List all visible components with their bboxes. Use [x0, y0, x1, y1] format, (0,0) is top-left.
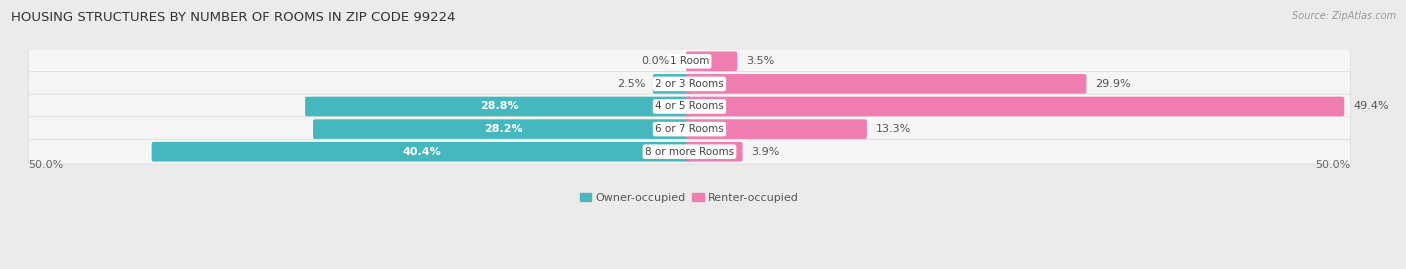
Text: 13.3%: 13.3%: [876, 124, 911, 134]
Text: 28.8%: 28.8%: [479, 101, 519, 111]
FancyBboxPatch shape: [28, 72, 1351, 96]
Text: 3.5%: 3.5%: [747, 56, 775, 66]
FancyBboxPatch shape: [686, 74, 1087, 94]
FancyBboxPatch shape: [28, 94, 1351, 119]
Text: 50.0%: 50.0%: [28, 160, 63, 170]
FancyBboxPatch shape: [686, 119, 868, 139]
Text: 3.9%: 3.9%: [752, 147, 780, 157]
FancyBboxPatch shape: [686, 97, 1344, 116]
Text: 50.0%: 50.0%: [1316, 160, 1351, 170]
Text: 2 or 3 Rooms: 2 or 3 Rooms: [655, 79, 724, 89]
Text: 49.4%: 49.4%: [1354, 101, 1389, 111]
FancyBboxPatch shape: [652, 74, 690, 94]
FancyBboxPatch shape: [314, 119, 690, 139]
FancyBboxPatch shape: [686, 142, 742, 161]
Text: 6 or 7 Rooms: 6 or 7 Rooms: [655, 124, 724, 134]
Legend: Owner-occupied, Renter-occupied: Owner-occupied, Renter-occupied: [575, 189, 803, 208]
Text: 8 or more Rooms: 8 or more Rooms: [645, 147, 734, 157]
FancyBboxPatch shape: [28, 49, 1351, 74]
Text: 2.5%: 2.5%: [617, 79, 645, 89]
Text: 4 or 5 Rooms: 4 or 5 Rooms: [655, 101, 724, 111]
FancyBboxPatch shape: [28, 117, 1351, 141]
Text: HOUSING STRUCTURES BY NUMBER OF ROOMS IN ZIP CODE 99224: HOUSING STRUCTURES BY NUMBER OF ROOMS IN…: [11, 11, 456, 24]
Text: Source: ZipAtlas.com: Source: ZipAtlas.com: [1292, 11, 1396, 21]
Text: 1 Room: 1 Room: [669, 56, 709, 66]
FancyBboxPatch shape: [152, 142, 690, 161]
FancyBboxPatch shape: [305, 97, 690, 116]
Text: 0.0%: 0.0%: [641, 56, 669, 66]
FancyBboxPatch shape: [686, 51, 737, 71]
Text: 40.4%: 40.4%: [404, 147, 441, 157]
Text: 29.9%: 29.9%: [1095, 79, 1130, 89]
FancyBboxPatch shape: [28, 139, 1351, 164]
Text: 28.2%: 28.2%: [484, 124, 522, 134]
